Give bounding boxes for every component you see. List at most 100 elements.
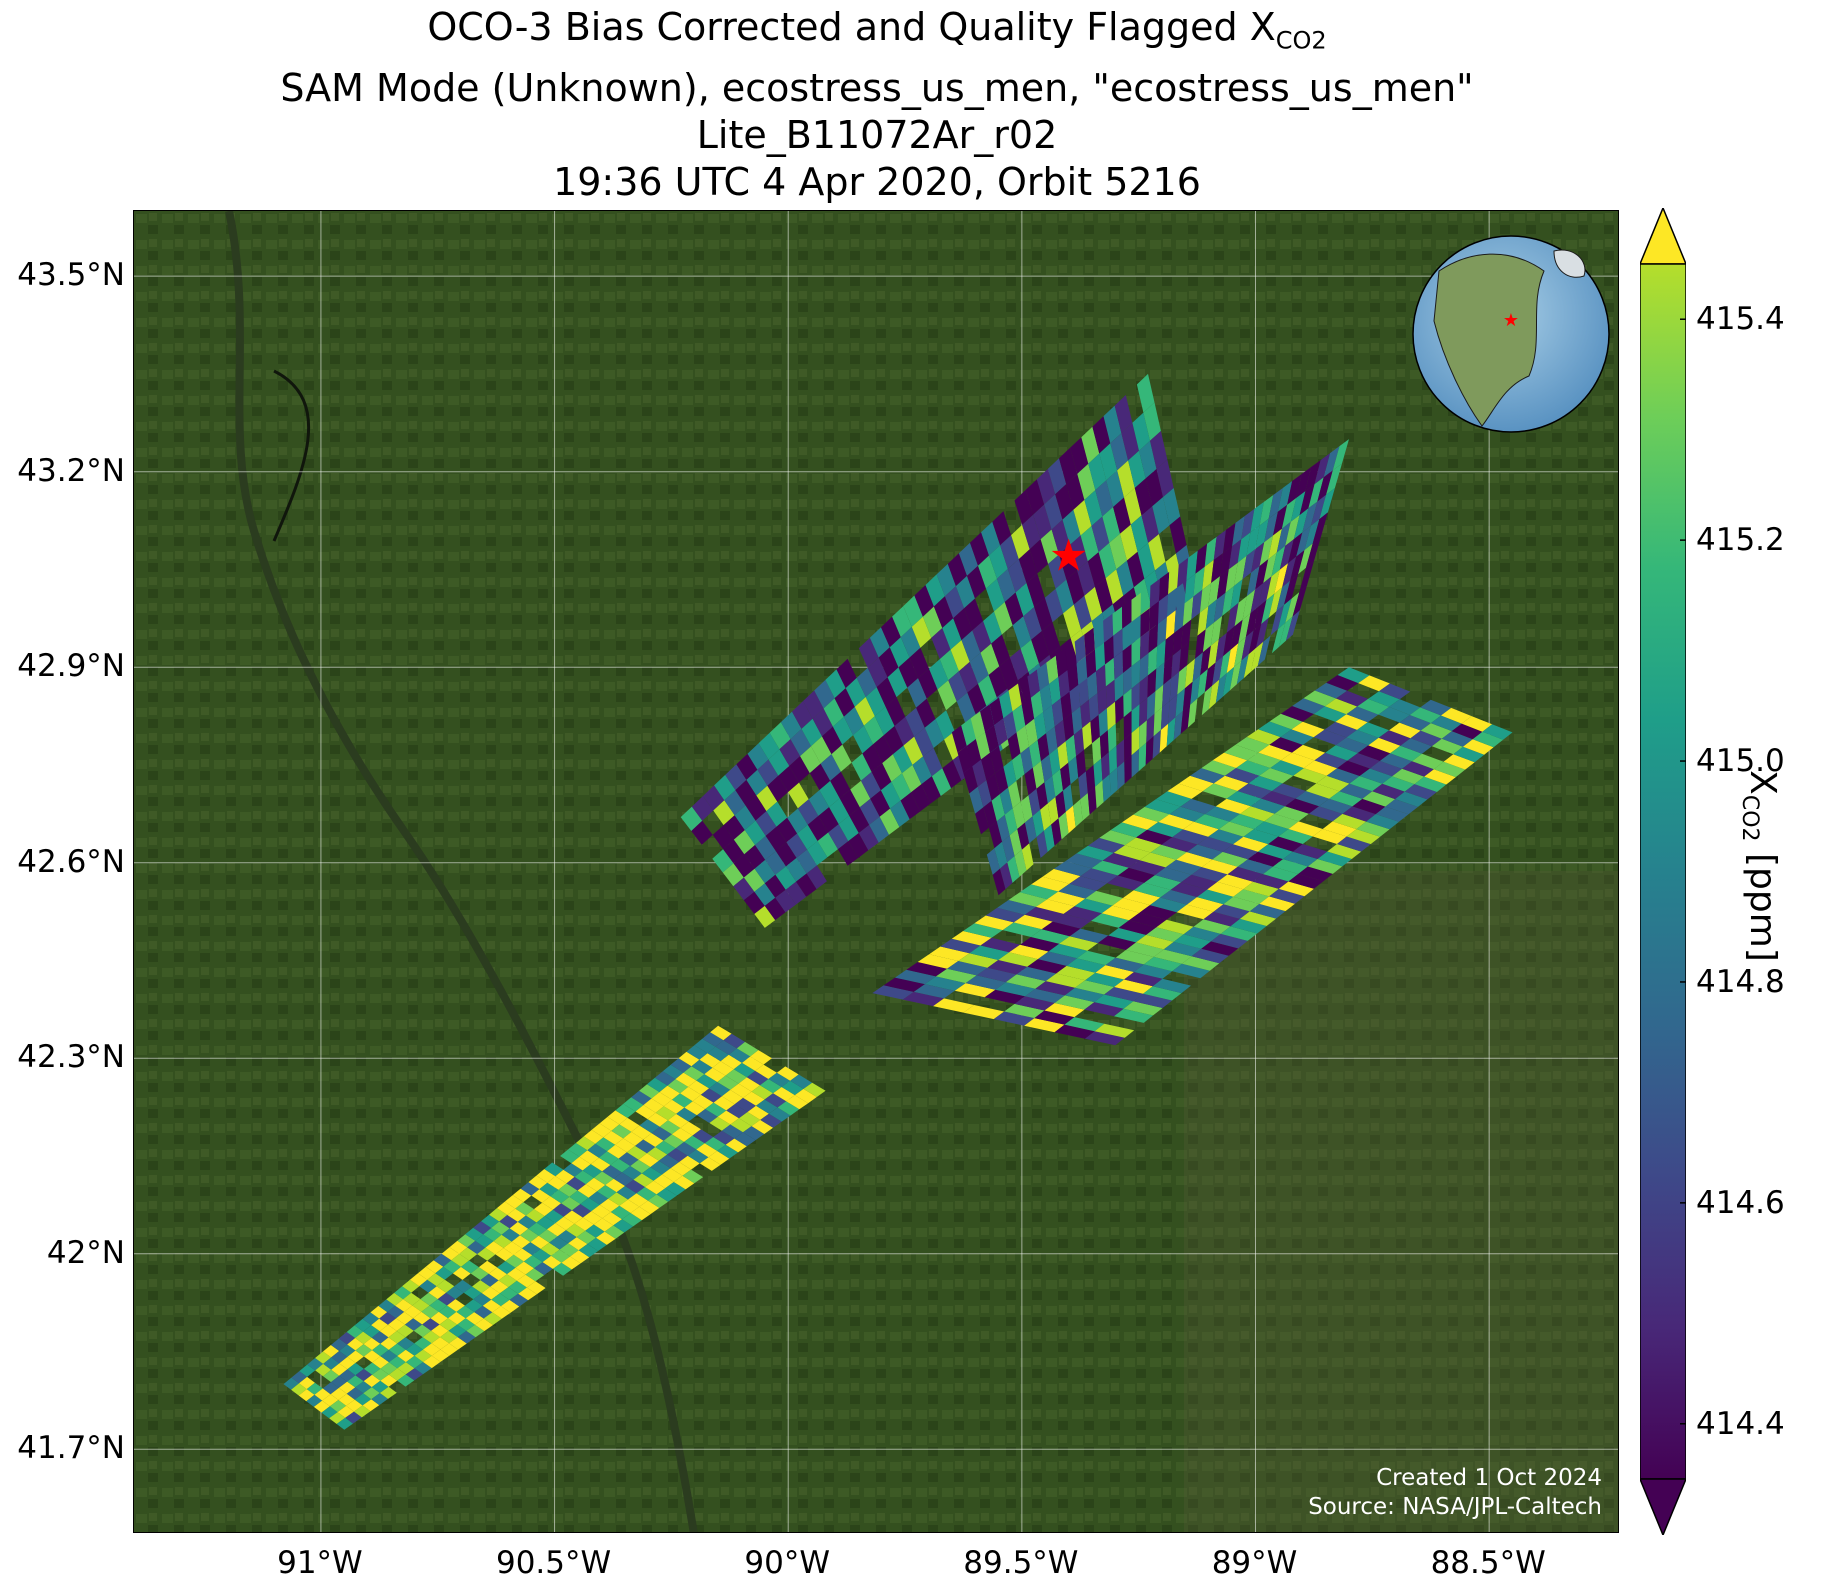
sounding-cell [346, 1387, 364, 1400]
sounding-cell [1008, 683, 1022, 712]
sounding-cell [869, 816, 889, 843]
sounding-cell [1258, 576, 1272, 607]
sounding-cell [472, 1280, 491, 1293]
sounding-cell [431, 1349, 450, 1362]
sounding-cell [986, 578, 1005, 612]
sounding-cell [1441, 707, 1472, 724]
sounding-cell [1132, 412, 1150, 451]
sounding-cell [379, 1324, 397, 1338]
sounding-cell [496, 1201, 516, 1215]
sounding-cell [1230, 619, 1243, 650]
sounding-cell [1121, 422, 1139, 461]
sounding-cell [512, 1188, 532, 1203]
sounding-cell [1058, 883, 1097, 899]
sounding-cell [362, 1399, 380, 1412]
sounding-cell [993, 1011, 1035, 1026]
sounding-cell [700, 1088, 722, 1103]
sounding-cell [1080, 526, 1099, 562]
sounding-cell [291, 1383, 307, 1396]
sounding-cell [1259, 535, 1273, 566]
sounding-cell [730, 1118, 752, 1133]
sounding-cell [1103, 613, 1114, 643]
sounding-cell [1025, 479, 1045, 515]
lon-tick-label: 89°W [1211, 1545, 1298, 1581]
sounding-cell [704, 1067, 726, 1082]
sounding-cell [699, 1053, 721, 1068]
sounding-cell [371, 1393, 388, 1406]
sounding-cell [389, 1356, 406, 1369]
sounding-cell [515, 1261, 534, 1275]
sounding-cell [963, 1005, 1005, 1020]
sounding-cell [315, 1351, 332, 1364]
sounding-cell [1223, 896, 1260, 912]
sounding-cell [1169, 516, 1187, 554]
sounding-cell [1472, 731, 1504, 748]
sounding-cell [1166, 587, 1178, 617]
sounding-cell [882, 754, 902, 782]
sounding-cell [963, 766, 978, 794]
sounding-cell [713, 1130, 735, 1145]
sounding-cell [422, 1330, 441, 1344]
sounding-cell [916, 698, 936, 728]
sounding-cell [1058, 670, 1070, 699]
sounding-cell [647, 1112, 668, 1127]
sounding-cell [1069, 535, 1088, 571]
sounding-cell [388, 1331, 406, 1344]
sounding-cell [1273, 504, 1288, 536]
sounding-cell [283, 1377, 300, 1390]
sounding-cell [950, 640, 970, 672]
sounding-cell [329, 1412, 346, 1424]
sounding-cell [1013, 914, 1053, 930]
sounding-cell [853, 725, 874, 754]
sounding-cell [1303, 760, 1338, 776]
sounding-cell [427, 1273, 445, 1287]
title-line-4: 19:36 UTC 4 Apr 2020, Orbit 5216 [553, 159, 1201, 204]
sounding-cell [1059, 545, 1078, 580]
sounding-cell [1256, 617, 1269, 648]
sounding-cell [662, 1064, 684, 1080]
sounding-cell [1065, 853, 1103, 869]
sounding-cell [1170, 882, 1208, 898]
sounding-cell [705, 1102, 727, 1117]
sounding-cell [607, 1110, 628, 1125]
sounding-cell [1047, 458, 1067, 495]
sounding-cell [1081, 426, 1100, 464]
sounding-cell [743, 1126, 765, 1141]
sounding-cell [1073, 595, 1092, 630]
sounding-cell [1389, 699, 1421, 715]
sounding-cell [307, 1358, 324, 1371]
sounding-cell [1128, 860, 1166, 876]
sounding-cell [1105, 657, 1115, 687]
sounding-cell [1037, 951, 1077, 966]
sounding-cell [1051, 698, 1064, 727]
sounding-cell [845, 677, 866, 707]
sounding-cell [1096, 664, 1106, 694]
sounding-cell [773, 1087, 795, 1102]
sounding-cell [1236, 654, 1249, 685]
sounding-cell [1004, 808, 1018, 836]
sounding-cell [750, 1050, 772, 1065]
sounding-cell [1123, 1001, 1163, 1016]
sounding-cell [717, 1110, 739, 1125]
colorbar-tick-marks [1680, 318, 1686, 1425]
sounding-cell [1232, 515, 1245, 547]
sounding-cell [1293, 768, 1327, 784]
sounding-cell [1143, 986, 1182, 1001]
sounding-cell [1032, 809, 1044, 838]
sounding-cell [388, 1318, 405, 1331]
sounding-cell [779, 739, 801, 766]
sounding-cell [974, 915, 1014, 931]
sounding-cell [1115, 950, 1154, 965]
sounding-cell [1155, 867, 1192, 883]
sounding-cell [1380, 753, 1413, 769]
sounding-cell [662, 1168, 683, 1182]
sounding-cell [1179, 642, 1190, 672]
sounding-cell [1056, 965, 1096, 981]
sounding-cell [1012, 704, 1026, 733]
sounding-cell [655, 1140, 676, 1155]
sounding-cell [1054, 995, 1095, 1010]
sounding-cell [1128, 450, 1146, 488]
sounding-cell [511, 1235, 531, 1249]
sounding-cell [1180, 798, 1216, 815]
sounding-cell [1027, 959, 1067, 974]
